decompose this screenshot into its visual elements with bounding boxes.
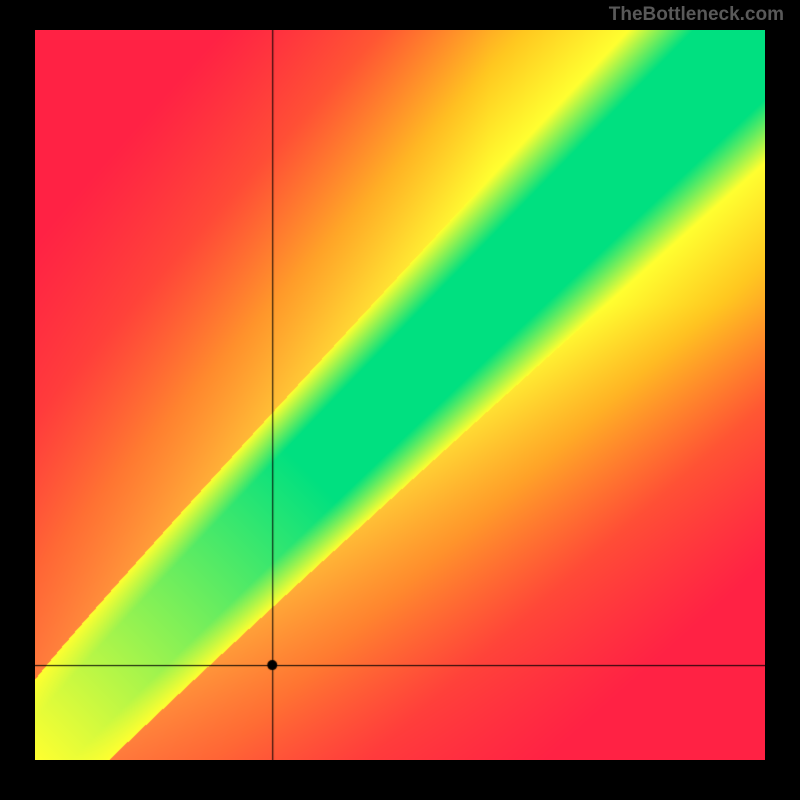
heatmap-canvas <box>35 30 765 760</box>
heatmap-chart <box>35 30 765 760</box>
chart-container: TheBottleneck.com <box>0 0 800 800</box>
watermark-text: TheBottleneck.com <box>609 4 784 26</box>
